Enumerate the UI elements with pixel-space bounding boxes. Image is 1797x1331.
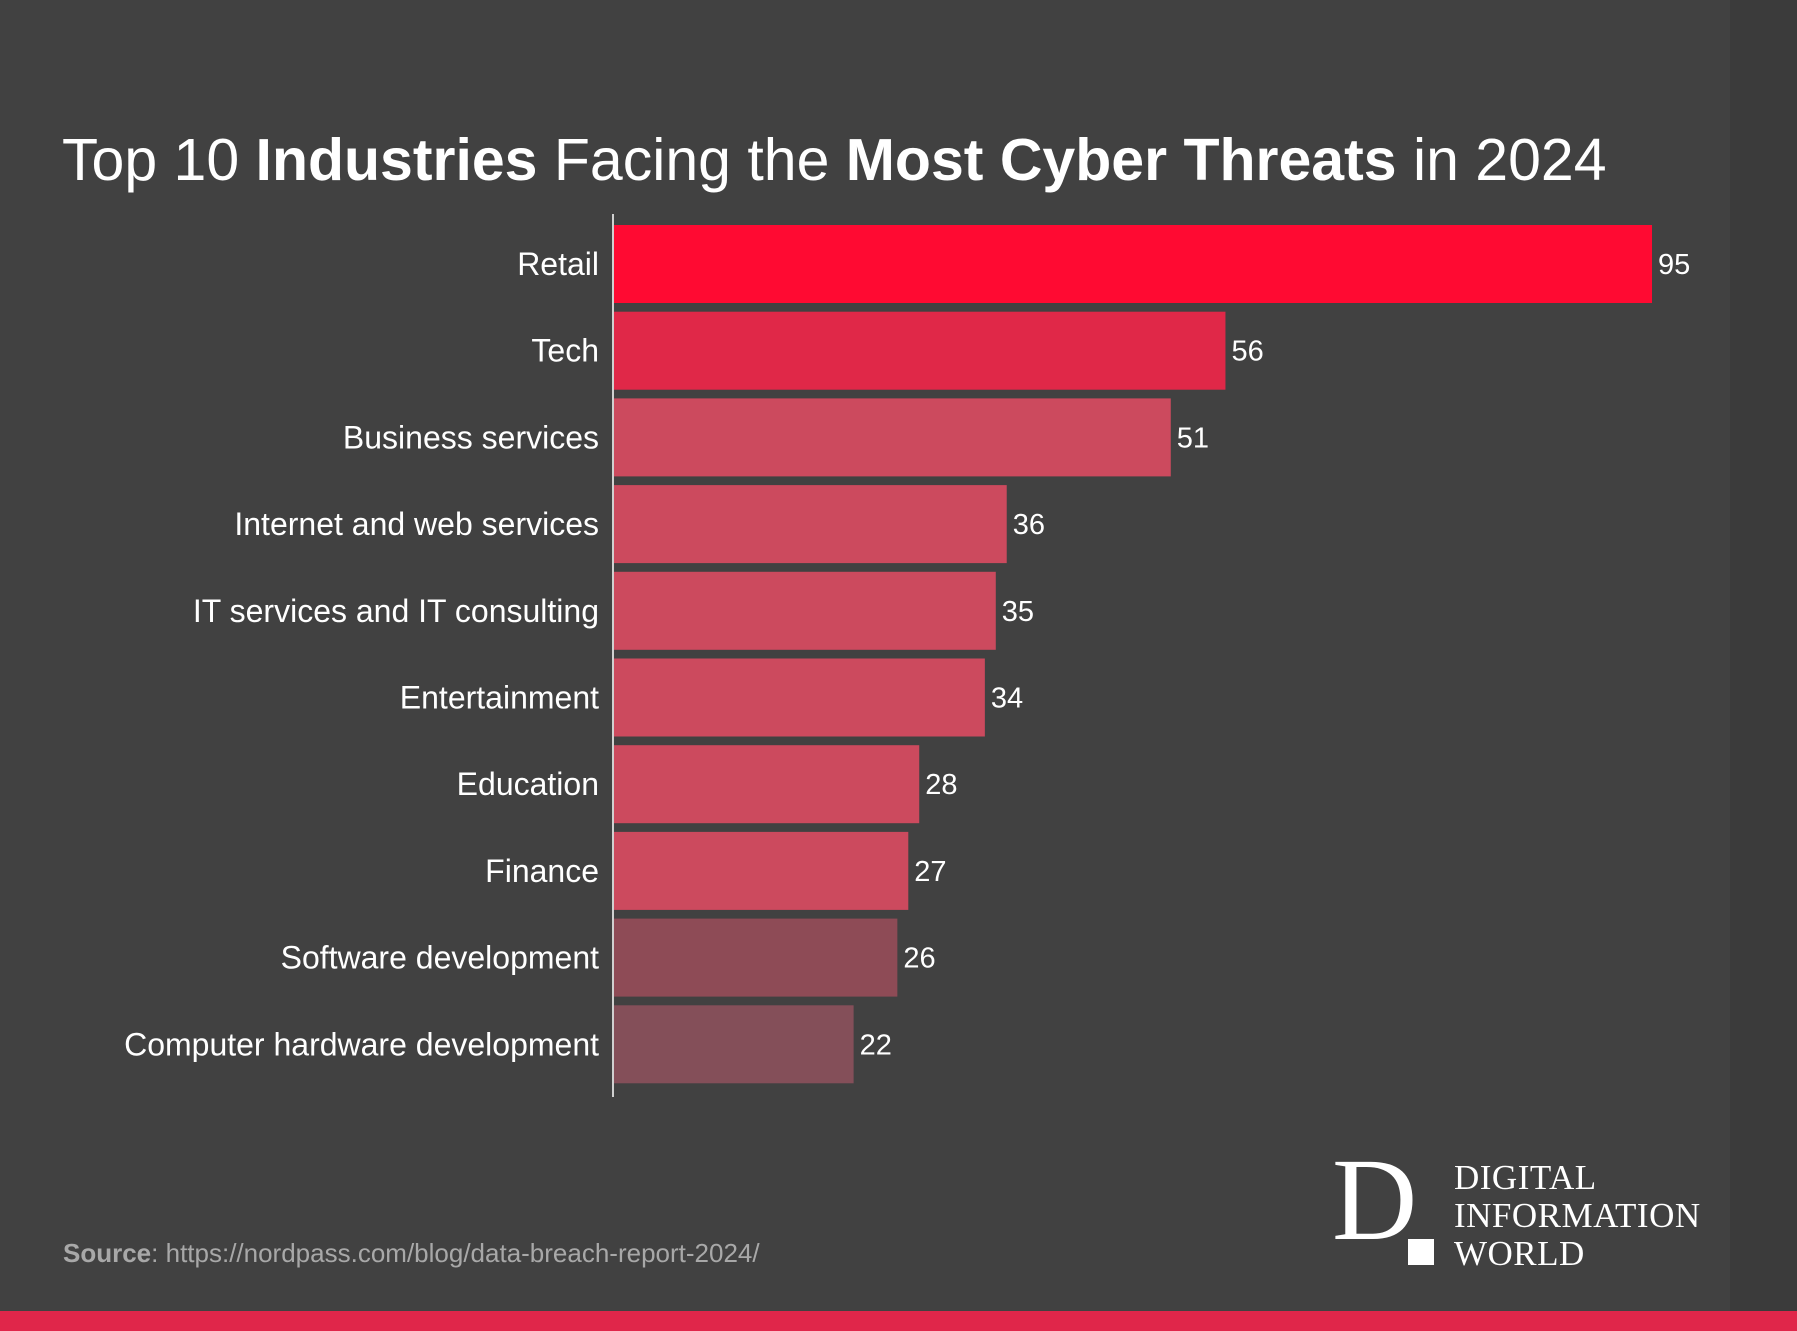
bar [613,1005,854,1084]
value-label: 26 [903,943,935,975]
value-label: 56 [1231,336,1263,368]
bottom-accent-bar [0,1311,1797,1331]
category-label: Finance [485,853,599,889]
bar [613,658,985,737]
bar [613,398,1171,477]
bar [613,918,898,997]
category-label: Tech [531,333,599,369]
value-label: 34 [991,683,1023,715]
category-label: Education [457,766,599,802]
value-label: 22 [860,1029,892,1061]
title-part-2: Industries [255,126,538,193]
bars-group: Retail 95 Tech 56 Business services 51 Interne… [124,225,1690,1084]
bar [613,831,909,910]
source-label: Source [63,1238,152,1268]
value-label: 36 [1013,509,1045,541]
category-label: Internet and web services [234,506,599,542]
category-label: Retail [517,246,599,282]
category-label: Entertainment [400,680,599,716]
bar [613,311,1226,390]
category-label: Software development [281,940,600,976]
title-part-1: Top 10 [62,126,256,193]
value-label: 35 [1002,596,1034,628]
bar-chart: Retail 95 Tech 56 Business services 51 Interne… [124,214,1690,1097]
logo-square-icon [1408,1239,1434,1265]
logo-line-3: WORLD [1454,1234,1585,1273]
value-label: 95 [1658,249,1690,281]
logo-letter: D [1332,1134,1418,1265]
category-label: Computer hardware development [124,1026,599,1062]
value-label: 27 [914,856,946,888]
logo-wordmark: DIGITAL INFORMATION WORLD [1454,1159,1701,1273]
category-label: IT services and IT consulting [193,593,599,629]
source-url: : https://nordpass.com/blog/data-breach-… [151,1238,760,1268]
logo-line-2: INFORMATION [1454,1196,1701,1235]
logo-line-1: DIGITAL [1454,1158,1597,1197]
bar [613,571,996,650]
value-label: 28 [925,769,957,801]
bar [613,745,920,824]
brand-logo: D DIGITAL INFORMATION WORLD [1332,1141,1712,1275]
title-part-4: Most Cyber Threats [845,126,1397,193]
bar [613,225,1652,303]
bar [613,485,1007,564]
chart-title: Top 10 Industries Facing the Most Cyber … [62,120,1722,200]
right-edge-strip [1730,0,1797,1311]
title-part-3: Facing the [537,126,846,193]
title-part-5: in 2024 [1396,126,1607,193]
category-label: Business services [343,419,599,455]
source-note: Source: https://nordpass.com/blog/data-b… [63,1238,760,1269]
value-label: 51 [1177,422,1209,454]
